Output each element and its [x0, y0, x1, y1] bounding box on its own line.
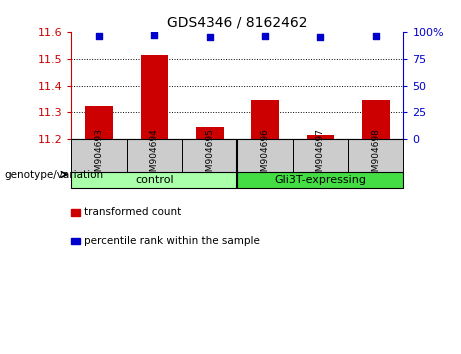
Text: GSM904693: GSM904693 [95, 128, 104, 183]
Bar [348, 139, 403, 171]
Text: transformed count: transformed count [84, 207, 182, 217]
Text: GSM904697: GSM904697 [316, 128, 325, 183]
Bar [196, 127, 224, 139]
Bar [85, 106, 113, 139]
Title: GDS4346 / 8162462: GDS4346 / 8162462 [167, 15, 307, 29]
Bar [293, 139, 348, 171]
Point [317, 34, 324, 40]
Point [95, 33, 103, 39]
Text: percentile rank within the sample: percentile rank within the sample [84, 236, 260, 246]
Bar [237, 139, 293, 171]
Point [372, 33, 379, 39]
Text: GSM904698: GSM904698 [371, 128, 380, 183]
Text: GSM904695: GSM904695 [205, 128, 214, 183]
Point [261, 33, 269, 39]
Text: Gli3T-expressing: Gli3T-expressing [274, 175, 366, 184]
Text: GSM904696: GSM904696 [260, 128, 270, 183]
Point [206, 34, 213, 40]
Bar [237, 171, 403, 188]
Bar [182, 139, 237, 171]
Point [151, 32, 158, 38]
Text: genotype/variation: genotype/variation [5, 170, 104, 180]
Bar [71, 171, 237, 188]
Text: control: control [135, 175, 174, 184]
Bar [71, 139, 127, 171]
Bar [362, 100, 390, 139]
Bar [251, 100, 279, 139]
Text: GSM904694: GSM904694 [150, 128, 159, 183]
Bar [127, 139, 182, 171]
Bar [141, 55, 168, 139]
Bar [307, 135, 334, 139]
